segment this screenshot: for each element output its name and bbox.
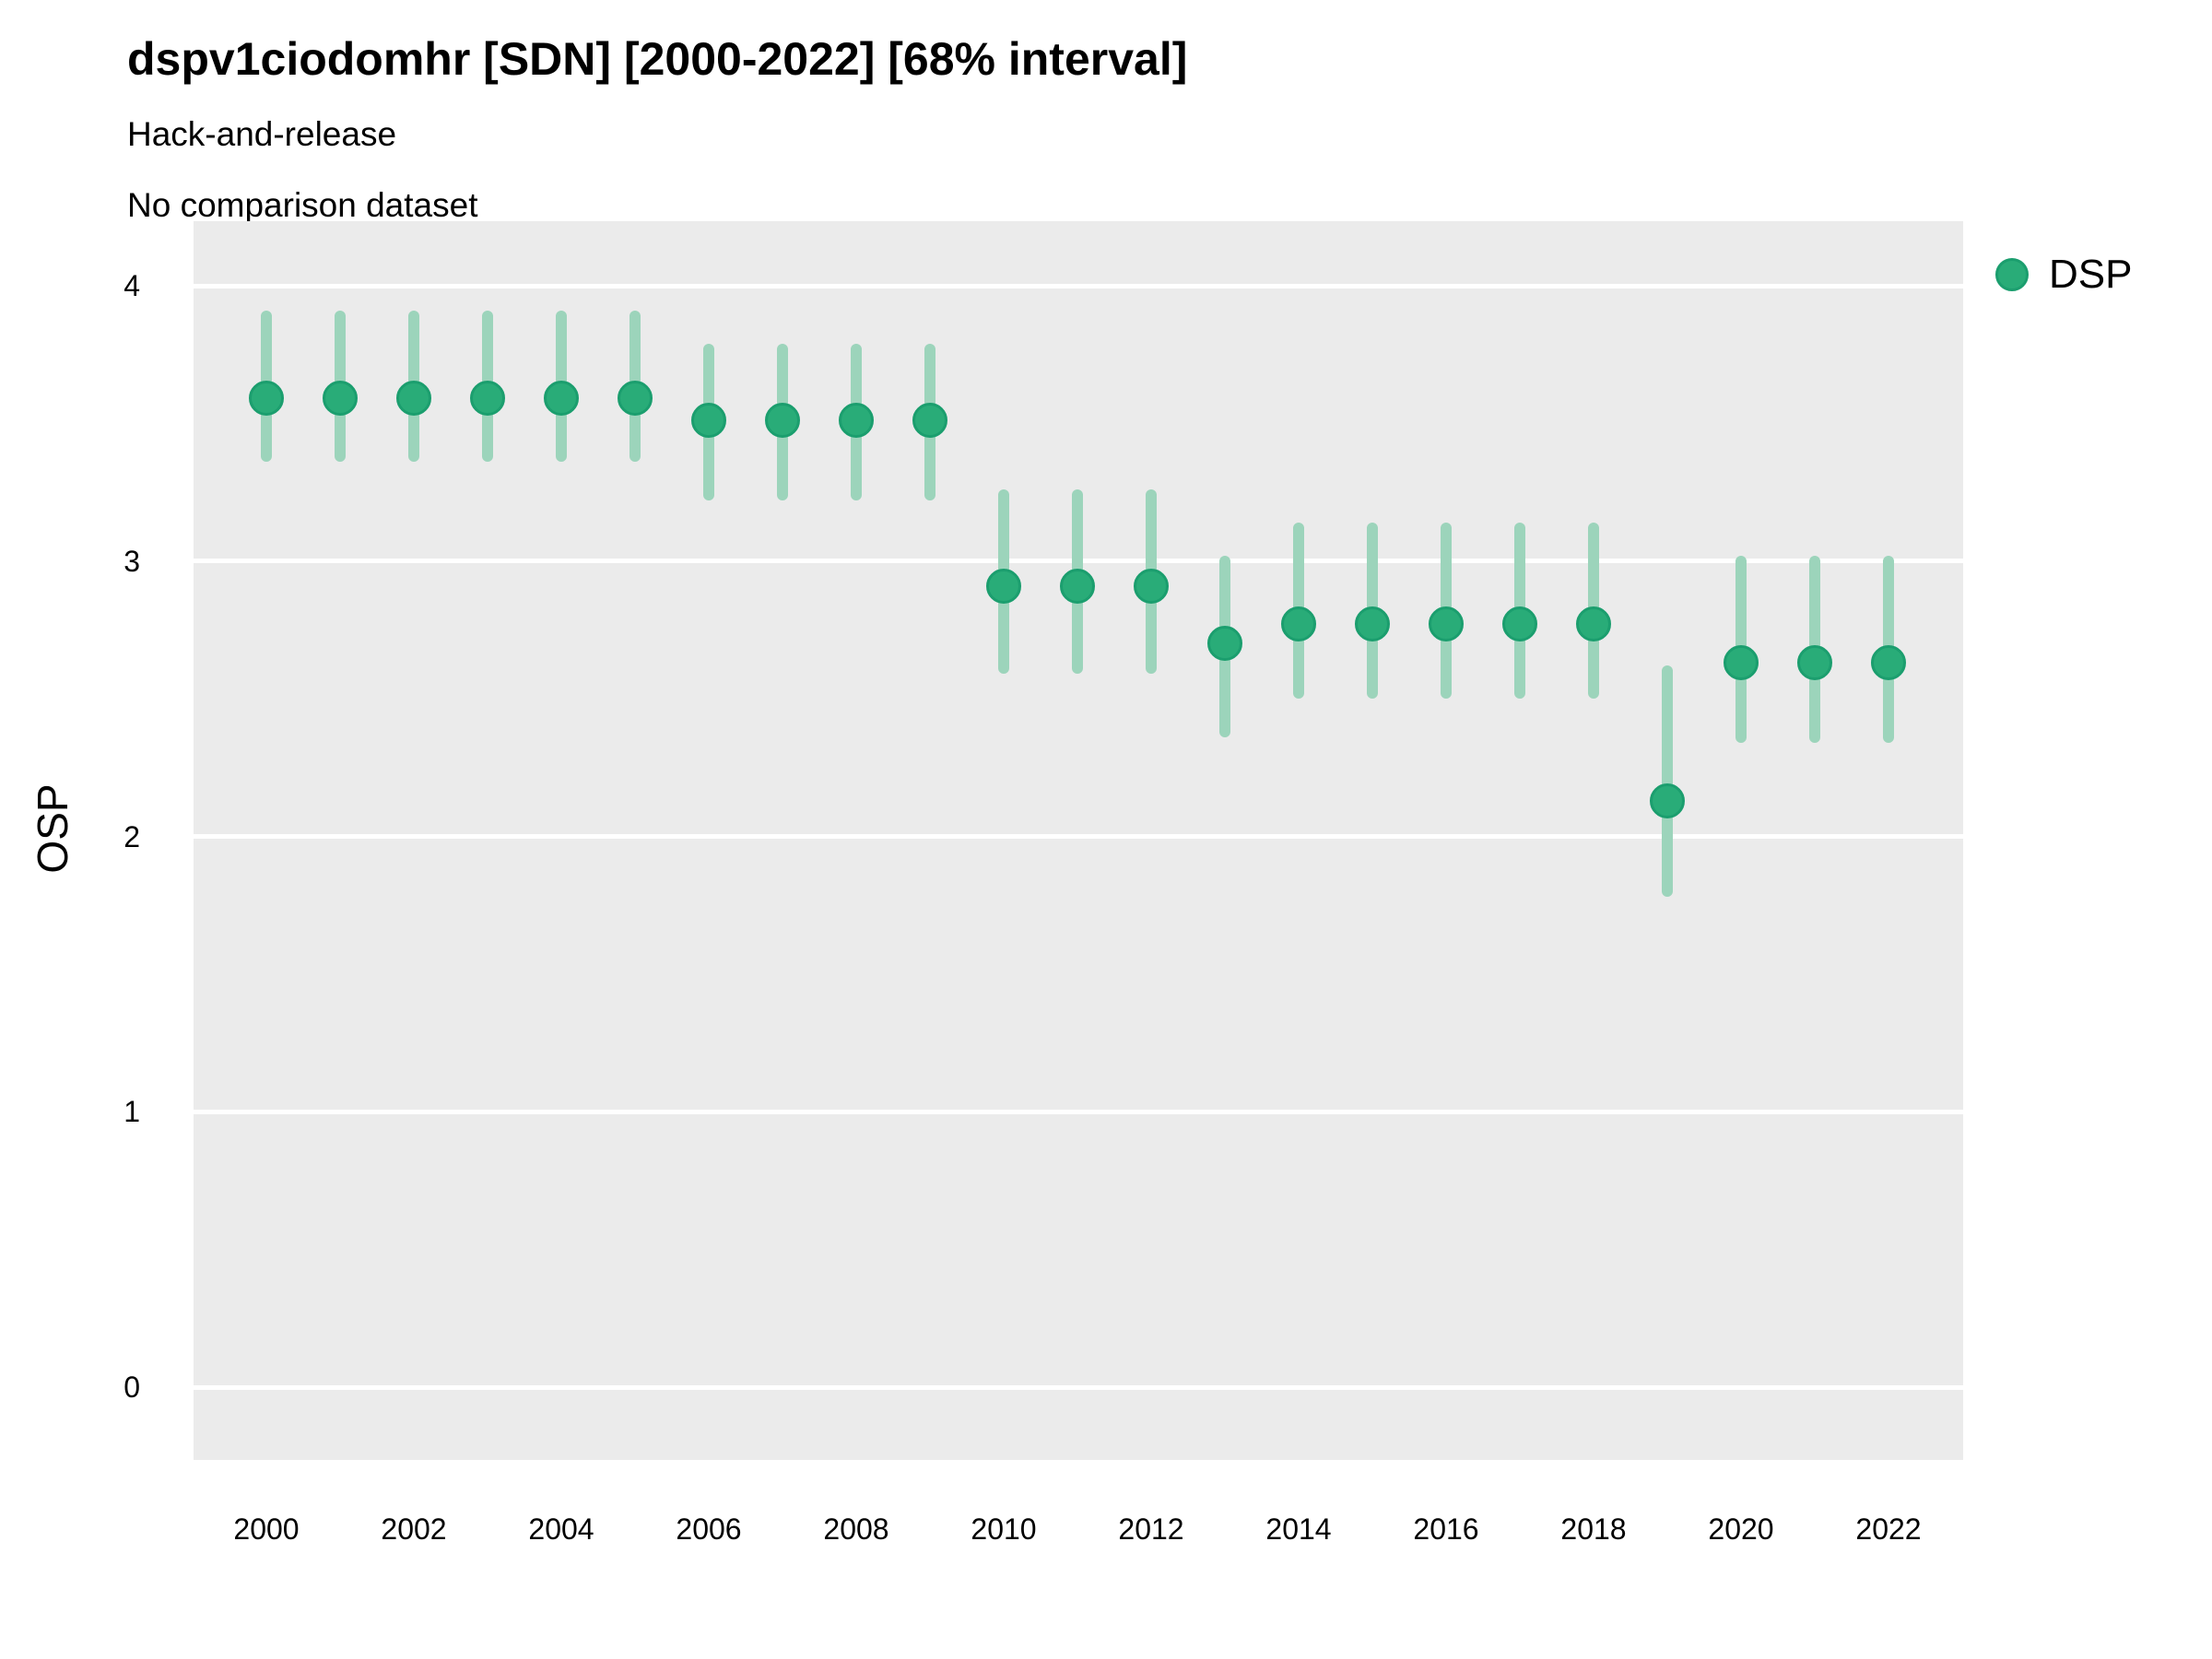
data-point-2018 [1576,606,1611,642]
data-point-2000 [249,381,284,417]
data-point-2011 [1060,568,1095,604]
data-point-2017 [1502,606,1537,642]
y-tick-label: 2 [124,819,140,853]
data-point-2014 [1281,606,1316,642]
y-tick-label: 1 [124,1095,140,1129]
legend-label: DSP [2049,252,2133,297]
gridline-y-0 [194,1384,1963,1390]
data-point-2012 [1134,568,1169,604]
x-tick-label: 2018 [1560,1512,1627,1546]
chart-subtitle-line1: Hack-and-release [127,115,397,153]
chart-title: dspv1ciodomhr [SDN] [2000-2022] [68% int… [127,33,1188,85]
data-point-2021 [1797,645,1832,681]
gridline-y-1 [194,1109,1963,1114]
data-point-2008 [839,403,874,439]
data-point-2007 [765,403,800,439]
data-point-2019 [1650,782,1685,818]
y-tick-label: 4 [124,269,140,302]
x-tick-label: 2016 [1413,1512,1479,1546]
x-tick-label: 2010 [971,1512,1037,1546]
data-point-2022 [1871,645,1906,681]
x-tick-label: 2002 [381,1512,447,1546]
plot-panel [194,221,1963,1460]
data-point-2001 [323,381,358,417]
x-tick-label: 2006 [676,1512,742,1546]
data-point-2016 [1429,606,1464,642]
data-point-2004 [544,381,579,417]
x-tick-label: 2022 [1855,1512,1922,1546]
legend-point-icon [1995,258,2029,291]
data-point-2005 [618,381,653,417]
x-tick-label: 2020 [1708,1512,1774,1546]
data-point-2013 [1207,626,1242,662]
x-tick-label: 2012 [1118,1512,1184,1546]
chart-subtitle-line2: No comparison dataset [127,186,478,224]
legend: DSP [1995,254,2132,295]
x-tick-label: 2004 [528,1512,594,1546]
data-point-2015 [1355,606,1390,642]
y-tick-label: 3 [124,544,140,578]
y-tick-label: 0 [124,1371,140,1404]
data-point-2020 [1724,645,1759,681]
gridline-y-2 [194,834,1963,839]
x-tick-label: 2008 [823,1512,889,1546]
data-point-2003 [470,381,505,417]
data-point-2010 [986,568,1021,604]
gridline-y-4 [194,283,1963,288]
x-tick-label: 2014 [1265,1512,1332,1546]
x-tick-label: 2000 [233,1512,300,1546]
data-point-2006 [691,403,726,439]
data-point-2009 [912,403,947,439]
interval-bar-2019 [1662,665,1673,898]
data-point-2002 [396,381,431,417]
